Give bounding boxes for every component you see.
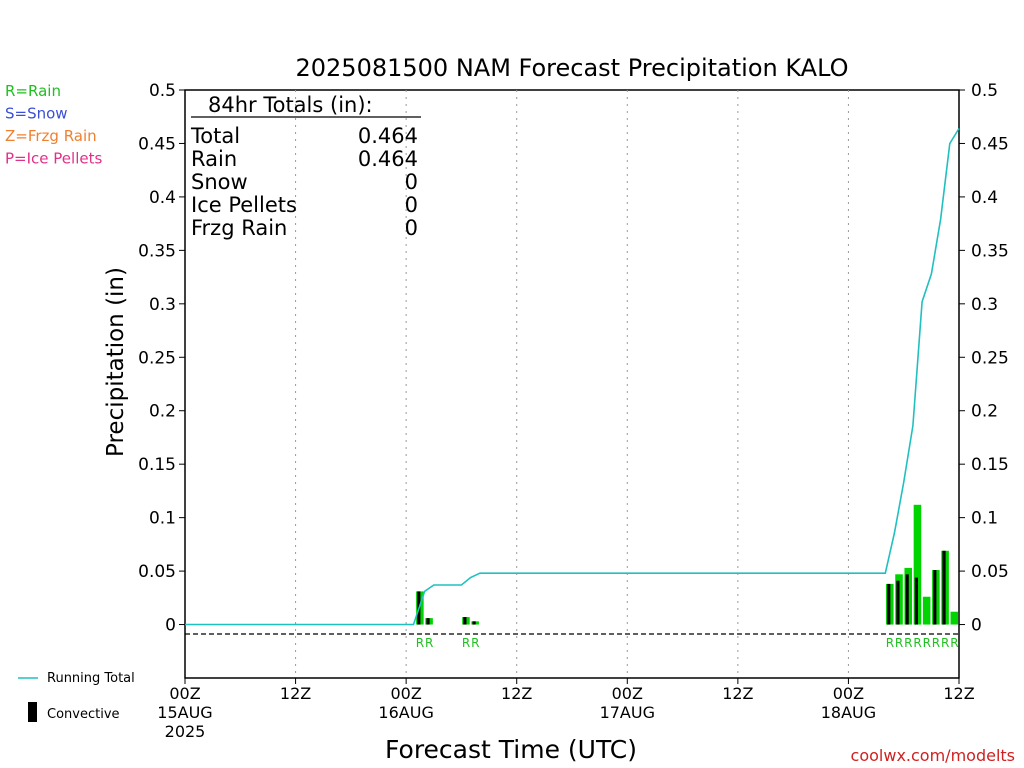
type-legend-item: S=Snow — [5, 105, 68, 123]
precip-type-label: R — [932, 636, 940, 650]
y-tick-label-right: 0.15 — [971, 455, 1009, 475]
x-tick-label: 00Z — [612, 684, 643, 703]
convective-bar — [896, 580, 900, 625]
totals-row-value: 0.464 — [358, 147, 418, 171]
totals-row-value: 0 — [405, 170, 418, 194]
vertical-grid-lines — [295, 90, 849, 678]
type-legend-item: Z=Frzg Rain — [5, 127, 97, 145]
y-tick-label-left: 0.5 — [149, 81, 176, 101]
bottom-legend: Running Total Convective — [18, 671, 135, 722]
totals-box: 84hr Totals (in): Total 0.464 Rain 0.464 Sno… — [190, 93, 421, 240]
precip-type-label: R — [416, 636, 424, 650]
y-tick-label-right: 0.35 — [971, 241, 1009, 261]
precip-type-label: R — [471, 636, 479, 650]
precip-type-label: R — [895, 636, 903, 650]
x-tick-label: 2025 — [165, 722, 206, 741]
y-tick-label-left: 0.15 — [138, 455, 176, 475]
precip-type-label: R — [425, 636, 433, 650]
convective-bar — [463, 617, 467, 625]
precip-type-label: R — [886, 636, 894, 650]
x-tick-label: 12Z — [943, 684, 974, 703]
x-tick-label: 12Z — [722, 684, 753, 703]
x-tick-label: 15AUG — [157, 703, 212, 722]
x-axis-label: Forecast Time (UTC) — [385, 735, 637, 764]
y-tick-label-right: 0.05 — [971, 562, 1009, 582]
y-tick-label-left: 0.1 — [149, 509, 176, 529]
y-axis-right: 0 0.05 0.1 0.15 0.2 0.25 0.3 0.35 0.4 0.45 0.5 — [959, 81, 1009, 636]
totals-row-value: 0.464 — [358, 124, 418, 148]
totals-row-value: 0 — [405, 193, 418, 217]
y-tick-label-right: 0.2 — [971, 402, 998, 422]
type-legend-item: P=Ice Pellets — [5, 150, 102, 168]
x-tick-label: 00Z — [390, 684, 421, 703]
y-tick-label-left: 0.35 — [138, 241, 176, 261]
precip-bars — [416, 504, 959, 625]
y-tick-label-left: 0.3 — [149, 295, 176, 315]
totals-row-label: Snow — [191, 170, 248, 194]
x-tick-label: 00Z — [169, 684, 200, 703]
y-tick-label-right: 0.5 — [971, 81, 998, 101]
y-tick-label-left: 0.4 — [149, 188, 176, 208]
credit-text: coolwx.com/modelts — [851, 746, 1015, 765]
precip-type-label: R — [913, 636, 921, 650]
totals-row-label: Rain — [191, 147, 237, 171]
precip-bar — [913, 504, 922, 625]
precip-type-label: R — [950, 636, 958, 650]
x-tick-label: 00Z — [833, 684, 864, 703]
convective-bar — [914, 577, 918, 625]
x-tick-label: 12Z — [280, 684, 311, 703]
totals-row-label: Ice Pellets — [191, 193, 297, 217]
x-tick-label: 17AUG — [600, 703, 655, 722]
chart-title: 2025081500 NAM Forecast Precipitation KA… — [296, 54, 849, 82]
precip-type-label: R — [923, 636, 931, 650]
totals-row-label: Frzg Rain — [191, 216, 287, 240]
type-legend-item: R=Rain — [5, 82, 61, 100]
y-tick-label-right: 0.25 — [971, 348, 1009, 368]
running-total-legend-label: Running Total — [47, 671, 135, 686]
x-tick-label: 12Z — [501, 684, 532, 703]
precip-type-label: R — [462, 636, 470, 650]
y-axis-left: 0 0.05 0.1 0.15 0.2 0.25 0.3 0.35 0.4 0.45 0.5 — [138, 81, 185, 636]
convective-bar — [942, 550, 946, 625]
precip-bar — [950, 611, 959, 625]
y-tick-label-right: 0.1 — [971, 509, 998, 529]
precip-bar — [922, 596, 931, 625]
convective-bar — [933, 570, 937, 625]
precip-type-label: R — [941, 636, 949, 650]
y-tick-label-left: 0.25 — [138, 348, 176, 368]
y-tick-label-right: 0.45 — [971, 134, 1009, 154]
precip-type-legend: R=Rain S=Snow Z=Frzg Rain P=Ice Pellets — [5, 82, 102, 168]
y-tick-label-left: 0.05 — [138, 562, 176, 582]
x-tick-label: 16AUG — [378, 703, 433, 722]
y-tick-label-right: 0.3 — [971, 295, 998, 315]
running-total-line — [185, 128, 960, 626]
y-tick-label-left: 0.2 — [149, 402, 176, 422]
convective-bar — [426, 618, 430, 625]
y-axis-label: Precipitation (in) — [103, 267, 129, 457]
convective-bar — [887, 583, 891, 625]
totals-row-value: 0 — [405, 216, 418, 240]
y-tick-label-right: 0 — [971, 616, 982, 636]
y-tick-label-right: 0.4 — [971, 188, 998, 208]
convective-legend-label: Convective — [47, 707, 120, 722]
convective-bar — [472, 621, 476, 625]
plot-frame — [184, 89, 960, 679]
totals-row-label: Total — [190, 124, 240, 148]
y-tick-label-left: 0.45 — [138, 134, 176, 154]
convective-bar — [905, 574, 909, 625]
totals-header: 84hr Totals (in): — [208, 93, 373, 117]
precip-type-label: R — [904, 636, 912, 650]
convective-legend-swatch — [28, 702, 37, 722]
y-tick-label-left: 0 — [165, 616, 176, 636]
x-tick-label: 18AUG — [821, 703, 876, 722]
